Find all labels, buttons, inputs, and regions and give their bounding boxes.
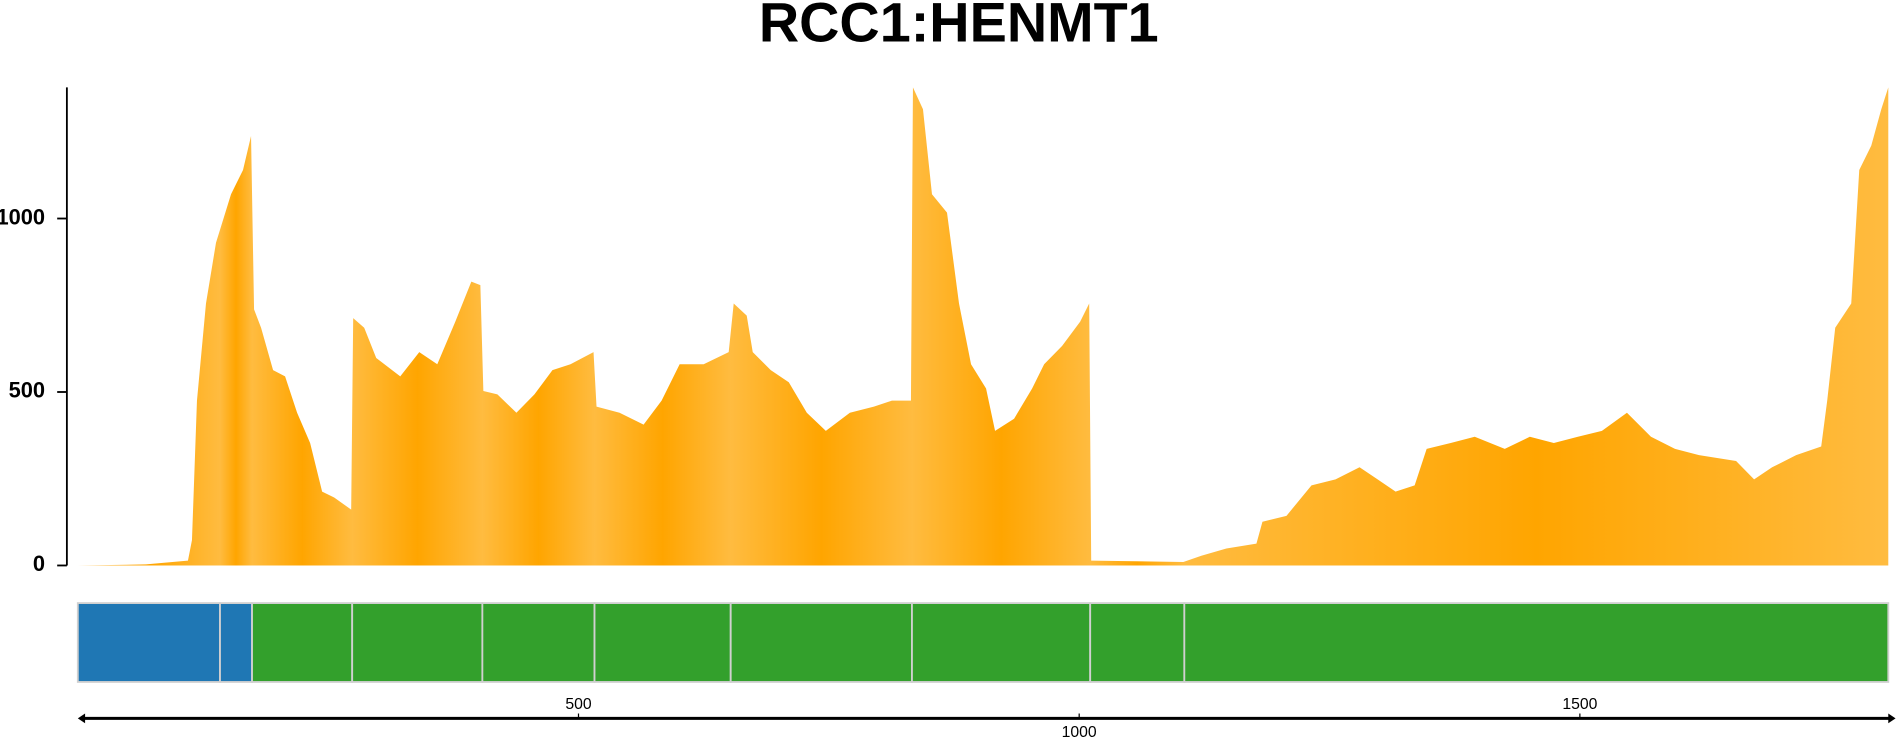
x-tick-label: 500 [565,696,592,713]
exon [251,602,354,683]
y-tick-label: 0 [33,551,45,576]
exon [1089,602,1186,683]
x-axis-arrow [77,713,86,724]
exon [219,602,253,683]
exon [911,602,1092,683]
exon [351,602,484,683]
y-tick-label: 1000 [0,204,45,229]
exon [76,602,221,683]
exon [1183,602,1890,683]
exon [593,602,732,683]
chart-title: RCC1:HENMT1 [759,0,1159,53]
exon [729,602,913,683]
exon [481,602,596,683]
x-axis-arrow [1888,713,1896,724]
x-tick-label: 1000 [1062,724,1097,739]
x-tick-label: 1500 [1562,696,1597,713]
coverage-area [77,87,1889,566]
y-tick-label: 500 [9,378,45,403]
